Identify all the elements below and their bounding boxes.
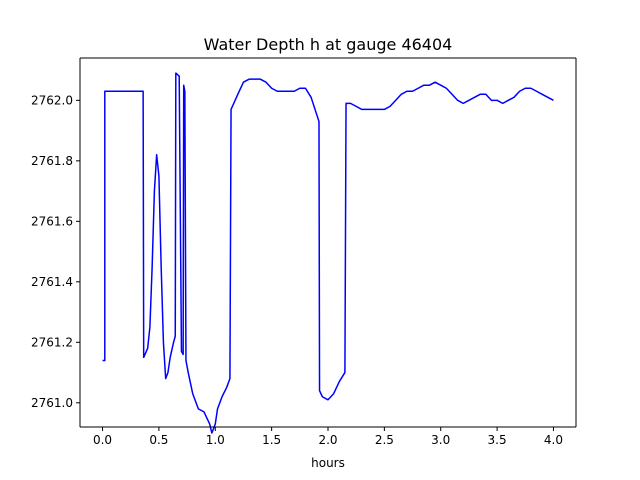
y-tick-label: 2761.4	[31, 275, 73, 289]
x-tick-label: 1.0	[206, 433, 225, 447]
x-tick-label: 0.5	[149, 433, 168, 447]
x-tick-label: 3.5	[488, 433, 507, 447]
y-tick-label: 2762.0	[31, 93, 73, 107]
x-tick-label: 0.0	[93, 433, 112, 447]
y-tick-label: 2761.0	[31, 396, 73, 410]
x-tick-label: 1.5	[262, 433, 281, 447]
x-tick-label: 4.0	[544, 433, 563, 447]
x-tick-label: 2.0	[318, 433, 337, 447]
x-axis-label: hours	[311, 456, 345, 470]
plot-background	[80, 58, 576, 427]
series-line-0	[102, 72, 554, 434]
chart-title: Water Depth h at gauge 46404	[204, 35, 453, 54]
x-tick-label: 2.5	[375, 433, 394, 447]
y-tick-label: 2761.6	[31, 214, 73, 228]
y-tick-label: 2761.2	[31, 335, 73, 349]
x-tick-label: 3.0	[431, 433, 450, 447]
plot-area: 0.0 0.5 1.0 1.5 2.0 2.5 3.0 3.5 4.0 2761.0 2761.2 2…	[31, 57, 577, 447]
y-tick-label: 2761.8	[31, 154, 73, 168]
